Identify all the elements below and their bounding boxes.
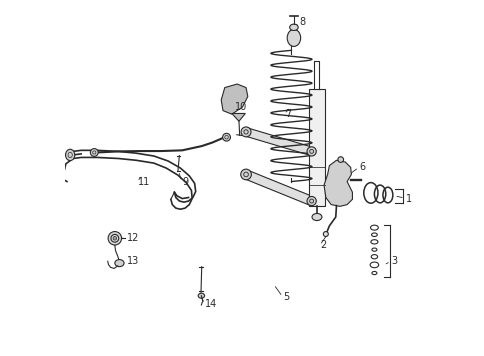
Polygon shape [244, 170, 313, 205]
Text: 11: 11 [137, 177, 150, 187]
Text: 14: 14 [205, 299, 217, 309]
Ellipse shape [113, 236, 116, 240]
Text: 5: 5 [283, 292, 289, 302]
Ellipse shape [289, 24, 298, 31]
Ellipse shape [222, 133, 230, 141]
Ellipse shape [311, 214, 321, 221]
Polygon shape [308, 89, 324, 206]
Ellipse shape [90, 148, 98, 156]
Text: 1: 1 [405, 194, 411, 204]
Text: 3: 3 [391, 256, 397, 266]
Ellipse shape [287, 30, 300, 46]
Polygon shape [323, 160, 352, 206]
Text: 2: 2 [320, 240, 326, 250]
Text: 6: 6 [359, 162, 365, 172]
Polygon shape [221, 84, 247, 114]
Ellipse shape [241, 127, 251, 137]
Text: 8: 8 [299, 17, 305, 27]
Ellipse shape [337, 157, 343, 162]
Ellipse shape [115, 260, 124, 267]
Text: 7: 7 [285, 109, 291, 119]
Ellipse shape [108, 231, 121, 245]
Text: 10: 10 [235, 102, 247, 112]
Polygon shape [244, 128, 312, 156]
Ellipse shape [240, 169, 251, 180]
Ellipse shape [306, 197, 316, 206]
Ellipse shape [65, 149, 75, 161]
Ellipse shape [306, 147, 316, 156]
Polygon shape [231, 114, 245, 121]
Ellipse shape [198, 293, 204, 298]
Ellipse shape [323, 231, 328, 236]
Text: 12: 12 [127, 233, 139, 243]
Text: 9: 9 [182, 177, 188, 187]
Text: 13: 13 [127, 256, 139, 266]
